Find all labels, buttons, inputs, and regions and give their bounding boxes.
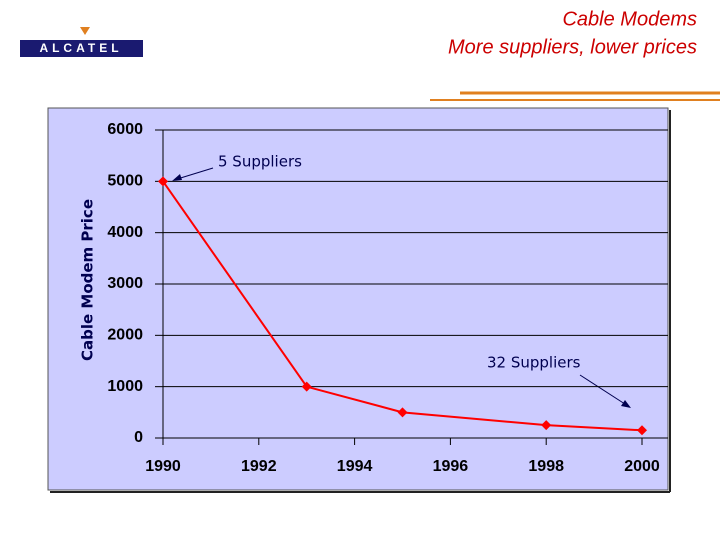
slide-subtitle: More suppliers, lower prices (448, 36, 697, 58)
annotation: 5 Suppliers (218, 153, 302, 171)
point-marker (397, 407, 408, 418)
logo-box (20, 40, 143, 57)
y-tick-label: 2000 (107, 327, 143, 344)
point-marker (541, 420, 552, 431)
arrow-head (621, 400, 631, 408)
point-marker (158, 176, 168, 187)
x-tick-label: 1996 (433, 458, 469, 475)
logo: ALCATEL (39, 41, 122, 55)
arrow-head (172, 174, 182, 181)
x-tick-label: 1998 (528, 458, 564, 475)
point-marker (301, 381, 312, 392)
y-tick-label: 6000 (107, 121, 143, 138)
point-marker (637, 425, 647, 436)
slide-title: Cable Modems (562, 8, 697, 30)
y-tick-label: 3000 (107, 275, 143, 292)
x-tick-label: 1992 (241, 458, 277, 475)
x-tick-label: 2000 (624, 458, 660, 475)
y-tick-label: 1000 (107, 378, 143, 395)
annotation: 32 Suppliers (487, 354, 581, 372)
x-tick-label: 1994 (337, 458, 373, 475)
annotation-arrow (579, 374, 629, 407)
y-tick-label: 0 (134, 429, 143, 446)
x-tick-label: 1990 (145, 458, 181, 475)
logo-mark (80, 27, 90, 35)
y-tick-label: 4000 (107, 224, 143, 241)
y-tick-label: 5000 (107, 173, 143, 190)
y-axis-label: Cable Modem Price (79, 199, 97, 361)
